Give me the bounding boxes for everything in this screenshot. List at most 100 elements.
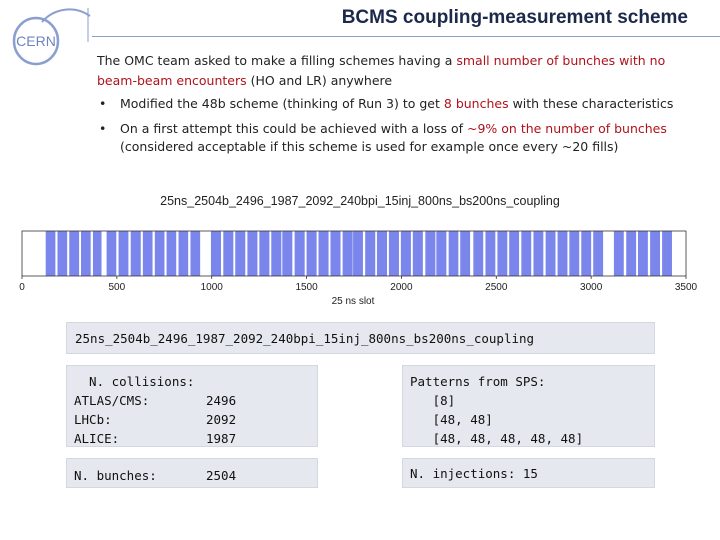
bunch-train-bar xyxy=(533,231,544,276)
collision-row: ALICE: 1987 xyxy=(74,429,310,448)
plot-frame xyxy=(21,230,687,277)
filling-scheme-chart: 25ns_2504b_2496_1987_2092_240bpi_15inj_8… xyxy=(0,185,720,310)
slide-title: BCMS coupling-measurement scheme xyxy=(341,7,688,28)
bunch-train-bar xyxy=(400,231,411,276)
bunch-train-bar xyxy=(613,231,624,276)
bunch-train-bar xyxy=(142,231,153,276)
bunch-train-bar xyxy=(282,231,293,276)
intro-part: (HO and LR) anywhere xyxy=(246,73,393,88)
bunch-train-bar xyxy=(92,231,102,276)
bunch-train-bar xyxy=(45,231,56,276)
scheme-name: 25ns_2504b_2496_1987_2092_240bpi_15inj_8… xyxy=(75,331,535,346)
bullet-text: Modified the 48b scheme (thinking of Run… xyxy=(120,96,444,111)
injections-box: N. injections: 15 xyxy=(402,458,655,488)
x-tick-label: 1000 xyxy=(201,282,224,293)
cern-logo-graphic: CERN xyxy=(12,8,91,66)
bullet-list: • Modified the 48b scheme (thinking of R… xyxy=(97,95,707,163)
collision-label: ATLAS/CMS: xyxy=(74,393,150,408)
chart-x-axis-label: 25 ns slot xyxy=(332,296,375,307)
bunch-train-bar xyxy=(154,231,165,276)
x-tick-label: 3000 xyxy=(580,282,603,293)
pattern-line: [48, 48, 48, 48, 48] xyxy=(410,431,584,446)
pattern-line: [8] xyxy=(410,393,456,408)
bunch-train-bar xyxy=(57,231,68,276)
bunch-train-bar xyxy=(388,231,399,276)
bullet-text: (considered acceptable if this scheme is… xyxy=(120,139,619,154)
bunch-train-bar xyxy=(318,231,329,276)
bunch-train-bar xyxy=(581,231,592,276)
bunch-train-bar xyxy=(557,231,568,276)
bunch-train-bar xyxy=(412,231,423,276)
bunch-train-bar xyxy=(662,231,672,276)
bunch-train-bar xyxy=(497,231,508,276)
bunch-train-bar xyxy=(271,231,282,276)
logo-text: CERN xyxy=(16,33,56,49)
pattern-line: [48, 48] xyxy=(410,412,493,427)
bunch-train-bar xyxy=(235,231,246,276)
x-tick-label: 3500 xyxy=(675,282,698,293)
cern-logo: CERN xyxy=(8,6,94,70)
patterns-header: Patterns from SPS: xyxy=(410,374,546,389)
bullet-icon: • xyxy=(99,96,107,111)
bullet-text: On a first attempt this could be achieve… xyxy=(120,121,467,136)
bunches-row: N. bunches: 2504 xyxy=(74,466,310,485)
patterns-box: Patterns from SPS: [8] [48, 48] [48, 48,… xyxy=(402,365,655,447)
bullet-emphasis: 8 bunches xyxy=(443,96,509,111)
bunch-train-bar xyxy=(626,231,637,276)
bunch-train-bar xyxy=(448,231,459,276)
bunch-train-bar xyxy=(81,231,91,276)
bunch-train-bar xyxy=(106,231,117,276)
collision-value: 2092 xyxy=(206,412,237,427)
chart-bars xyxy=(45,231,672,276)
x-tick-label: 2500 xyxy=(485,282,508,293)
bunches-value: 2504 xyxy=(206,468,237,483)
bunches-box: N. bunches: 2504 xyxy=(66,458,318,488)
bunch-train-bar xyxy=(247,231,258,276)
bunch-train-bar xyxy=(166,231,177,276)
bunch-train-bar xyxy=(342,231,353,276)
bullet-icon: • xyxy=(99,121,107,136)
bunch-train-bar xyxy=(210,231,222,276)
collision-label: ALICE: xyxy=(74,431,120,446)
bunch-train-bar xyxy=(473,231,484,276)
bunches-label: N. bunches: xyxy=(74,468,157,483)
bunch-train-bar xyxy=(638,231,648,276)
x-tick-label: 2000 xyxy=(390,282,413,293)
bunch-train-bar xyxy=(223,231,234,276)
bullet-item: • On a first attempt this could be achie… xyxy=(97,120,707,156)
bunch-train-bar xyxy=(521,231,532,276)
collisions-box: N. collisions: ATLAS/CMS: 2496 LHCb: 209… xyxy=(66,365,318,447)
bunch-train-bar xyxy=(294,231,305,276)
bullet-emphasis: ~9% on the number of bunches xyxy=(467,121,667,136)
injections-text: N. injections: 15 xyxy=(410,466,538,481)
bunch-train-bar xyxy=(650,231,661,276)
bunch-train-bar xyxy=(178,231,189,276)
bunch-train-bar xyxy=(306,231,317,276)
bunch-train-bar xyxy=(259,231,270,276)
bunch-train-bar xyxy=(353,231,363,276)
collisions-header: N. collisions: xyxy=(74,374,195,389)
bunch-train-bar xyxy=(545,231,556,276)
collision-value: 2496 xyxy=(206,393,237,408)
chart-title: 25ns_2504b_2496_1987_2092_240bpi_15inj_8… xyxy=(160,194,560,208)
bullet-item: • Modified the 48b scheme (thinking of R… xyxy=(97,95,707,113)
bunch-train-bar xyxy=(485,231,496,276)
x-tick-label: 1500 xyxy=(295,282,318,293)
bunch-train-bar xyxy=(365,231,376,276)
collision-value: 1987 xyxy=(206,431,237,446)
collision-row: LHCb: 2092 xyxy=(74,410,310,429)
bunch-train-bar xyxy=(460,231,471,276)
bunch-train-bar xyxy=(509,231,520,276)
filling-scheme-plot: 25ns_2504b_2496_1987_2092_240bpi_15inj_8… xyxy=(19,194,698,307)
title-divider xyxy=(92,36,720,37)
bunch-train-bar xyxy=(130,231,141,276)
bunch-train-bar xyxy=(376,231,388,276)
chart-axes: 0 500 1000 1500 2000 2500 3000 3500 xyxy=(19,230,698,293)
bunch-train-bar xyxy=(569,231,580,276)
bunch-train-bar xyxy=(593,231,604,276)
intro-part: The OMC team asked to make a filling sch… xyxy=(97,53,457,68)
x-tick-label: 500 xyxy=(109,282,126,293)
x-tick-label: 0 xyxy=(19,282,25,293)
collision-row: ATLAS/CMS: 2496 xyxy=(74,391,310,410)
bunch-train-bar xyxy=(69,231,80,276)
